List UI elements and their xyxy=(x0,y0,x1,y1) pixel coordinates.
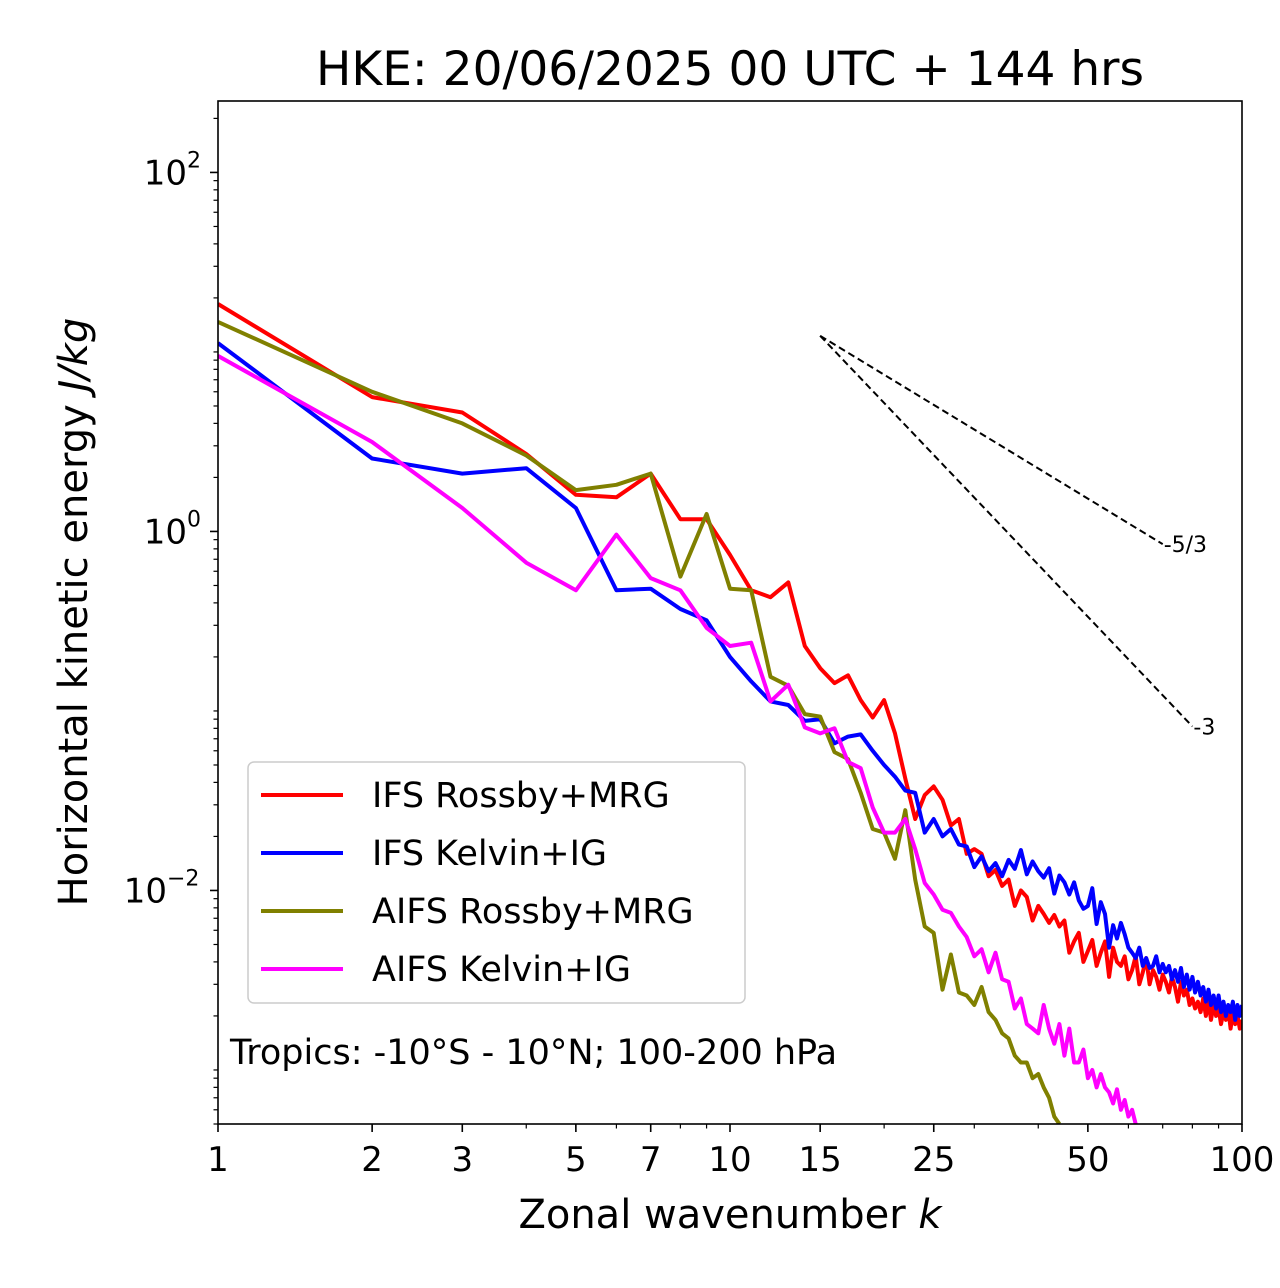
reference-slope-line xyxy=(819,334,1164,545)
x-tick-label: 50 xyxy=(1066,1140,1109,1180)
series-line xyxy=(218,302,1242,1031)
series-layer xyxy=(218,302,1242,1124)
svg-text:−2: −2 xyxy=(167,866,199,891)
series-line xyxy=(218,320,1062,1124)
x-tick-label: 5 xyxy=(565,1140,587,1180)
legend-label: AIFS Kelvin+IG xyxy=(372,950,631,990)
svg-text:10: 10 xyxy=(144,153,187,193)
series-line xyxy=(218,341,1242,1022)
y-axis-label: Horizontal kinetic energy J/kg xyxy=(51,318,97,907)
y-tick-label: 10 −2 xyxy=(124,866,200,911)
legend-box xyxy=(247,761,746,1004)
legend-label: IFS Rossby+MRG xyxy=(372,776,670,816)
plot-frame xyxy=(217,100,1243,1125)
y-tick-label: 10 2 xyxy=(144,148,201,193)
x-tick-label: 2 xyxy=(361,1140,383,1180)
reference-slope-label: -5/3 xyxy=(1164,533,1207,558)
region-annotation: Tropics: -10°S - 10°N; 100-200 hPa xyxy=(229,1033,837,1073)
svg-text:10: 10 xyxy=(124,871,167,911)
reference-slopes: -5/3 -3 xyxy=(819,334,1215,740)
x-tick-label: 10 xyxy=(708,1140,751,1180)
x-axis-label: Zonal wavenumber k xyxy=(518,1192,943,1238)
svg-text:10: 10 xyxy=(144,512,187,552)
reference-slope-label: -3 xyxy=(1193,715,1215,740)
x-tick-label: 3 xyxy=(451,1140,473,1180)
y-tick-label: 10 0 xyxy=(144,507,201,552)
reference-slope-line xyxy=(819,335,1194,728)
series-line xyxy=(218,354,1138,1124)
x-tick-label: 100 xyxy=(1210,1140,1275,1180)
x-tick-label: 25 xyxy=(912,1140,955,1180)
x-tick-label: 15 xyxy=(799,1140,842,1180)
chart-title: HKE: 20/06/2025 00 UTC + 144 hrs xyxy=(316,42,1144,97)
x-tick-labels: 1 2 3 5 7 10 15 25 50 100 xyxy=(207,1140,1274,1180)
x-tick-label: 1 xyxy=(207,1140,229,1180)
legend-label: AIFS Rossby+MRG xyxy=(372,892,694,932)
major-ticks xyxy=(210,171,1243,1132)
x-tick-label: 7 xyxy=(640,1140,662,1180)
legend: IFS Rossby+MRG IFS Kelvin+IG AIFS Rossby+M… xyxy=(247,761,746,1004)
legend-label: IFS Kelvin+IG xyxy=(372,834,607,874)
svg-text:2: 2 xyxy=(187,148,201,173)
svg-text:0: 0 xyxy=(187,507,201,532)
